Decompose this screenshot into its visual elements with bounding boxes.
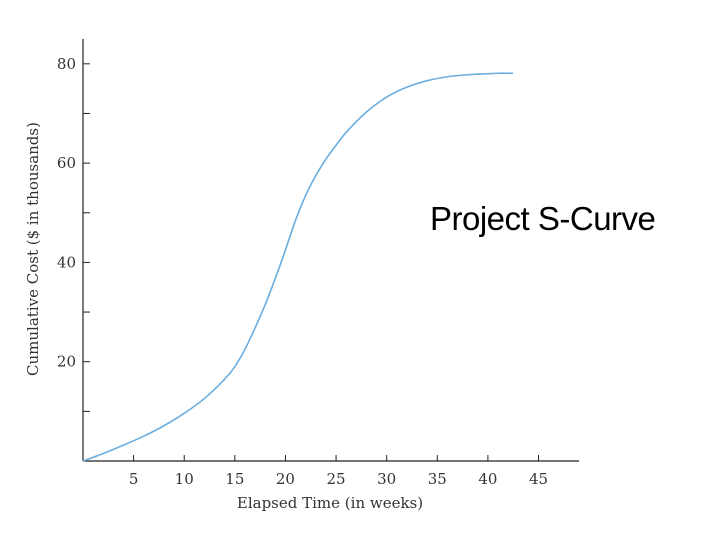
x-tick-label: 25: [327, 470, 346, 488]
y-tick-label: 20: [57, 353, 76, 371]
y-tick-label: 60: [57, 154, 76, 172]
tick-labels: 5 10 15 20 25 30 35 40 45 20 40 60 80: [57, 55, 548, 488]
x-tick-label: 20: [276, 470, 295, 488]
x-tick-label: 5: [129, 470, 139, 488]
x-tick-label: 45: [529, 470, 548, 488]
x-tick-label: 30: [377, 470, 396, 488]
axes: [82, 39, 579, 462]
cost-curve-line: [82, 72, 514, 462]
x-tick-label: 35: [428, 470, 447, 488]
y-axis-label: Cumulative Cost ($ in thousands): [24, 122, 42, 376]
series: [82, 72, 514, 462]
x-axis-label: Elapsed Time (in weeks): [237, 494, 423, 512]
chart-title: Project S-Curve: [430, 200, 655, 237]
x-tick-label: 40: [478, 470, 497, 488]
y-tick-label: 40: [57, 253, 76, 271]
x-tick-label: 15: [225, 470, 244, 488]
x-tick-label: 10: [175, 470, 194, 488]
y-tick-label: 80: [57, 55, 76, 73]
ticks: [83, 63, 540, 461]
